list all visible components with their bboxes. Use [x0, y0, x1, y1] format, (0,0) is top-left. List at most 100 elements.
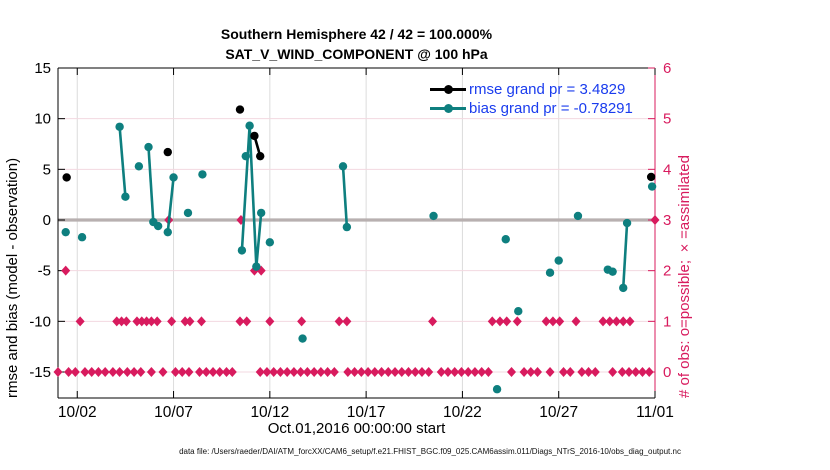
obs-count-diamond — [122, 367, 132, 377]
obs-count-diamond — [302, 367, 312, 377]
bias-series-point — [169, 173, 178, 182]
bias-series-point — [256, 208, 266, 218]
obs-count-diamond — [184, 367, 194, 377]
x-tick-label: 10/17 — [347, 404, 386, 421]
obs-count-diamond — [146, 367, 156, 377]
obs-count-diamond — [343, 367, 353, 377]
legend-row-bias: bias grand pr = -0.78291 — [430, 99, 633, 118]
obs-count-diamond — [363, 367, 373, 377]
obs-count-diamond — [565, 367, 575, 377]
obs-count-diamond — [115, 367, 125, 377]
obs-count-diamond — [289, 367, 299, 377]
obs-count-diamond — [93, 367, 103, 377]
bias-series-point — [134, 162, 144, 171]
y-left-tick-label: 10 — [34, 111, 51, 128]
bias-series-line — [240, 125, 263, 267]
obs-count-diamond — [450, 367, 460, 377]
obs-count-diamond — [265, 316, 275, 327]
obs-count-diamond — [262, 367, 272, 377]
obs-count-diamond — [559, 367, 569, 377]
obs-count-diamond — [487, 316, 497, 327]
obs-count-diamond — [519, 367, 529, 377]
obs-count-diamond — [309, 367, 319, 377]
y-left-tick-label: 0 — [43, 212, 51, 229]
obs-count-diamond — [533, 367, 543, 377]
obs-count-diamond — [136, 367, 146, 377]
bias-series-point — [514, 307, 523, 316]
bias-series-point — [554, 256, 563, 265]
bias-series-point — [252, 262, 261, 271]
obs-count-diamond — [323, 367, 333, 377]
obs-count-diamond — [87, 367, 97, 377]
bias-series-point — [608, 267, 617, 276]
data-file-path: data file: /Users/raeder/DAI/ATM_forcXX/… — [179, 447, 681, 456]
bias-series-point — [144, 142, 153, 152]
obs-count-diamond — [146, 316, 156, 327]
obs-count-diamond — [397, 367, 407, 377]
x-axis-label: Oct.01,2016 00:00:00 start — [267, 420, 446, 437]
bias-series-point — [241, 151, 250, 161]
x-tick-label: 10/12 — [250, 404, 289, 421]
obs-count-diamond — [121, 316, 131, 327]
obs-count-diamond — [356, 367, 366, 377]
y-right-tick-label: 3 — [663, 212, 671, 229]
y-left-tick-label: 15 — [34, 60, 51, 77]
obs-count-diamond — [463, 367, 473, 377]
bias-series-point — [265, 238, 275, 247]
obs-count-diamond — [185, 316, 195, 327]
bias-series-line — [118, 126, 127, 197]
obs-count-diamond — [208, 367, 218, 377]
x-tick-label: 11/01 — [636, 404, 674, 421]
bias-series-point — [77, 233, 87, 242]
obs-count-diamond — [403, 367, 413, 377]
bias-series-point — [121, 192, 130, 201]
obs-count-diamond — [637, 367, 647, 377]
chart-title: Southern Hemisphere 42 / 42 = 100.000% — [220, 26, 493, 42]
obs-count-diamond — [108, 367, 118, 377]
obs-count-diamond — [624, 367, 634, 377]
obs-count-diamond — [502, 316, 512, 327]
obs-count-diamond — [227, 367, 237, 377]
x-tick-label: 10/02 — [58, 404, 97, 421]
x-tick-label: 10/27 — [539, 404, 578, 421]
obs-count-diamond — [428, 316, 438, 327]
obs-count-diamond — [275, 367, 285, 377]
obs-count-diamond — [571, 316, 581, 327]
obs-count-diamond — [650, 215, 660, 225]
obs-count-diamond — [477, 367, 487, 377]
obs-count-diamond — [631, 367, 641, 377]
bias-series-point — [115, 122, 124, 131]
obs-count-diamond — [545, 367, 555, 377]
obs-count-diamond — [137, 316, 147, 327]
obs-count-diamond — [201, 367, 211, 377]
y-right-tick-label: 1 — [663, 313, 671, 330]
obs-count-diamond — [342, 316, 352, 327]
obs-count-diamond — [132, 316, 142, 327]
bias-series-point — [429, 211, 438, 221]
obs-count-diamond — [170, 367, 180, 377]
obs-count-diamond — [64, 367, 74, 377]
obs-count-diamond — [617, 367, 627, 377]
obs-count-diamond — [512, 316, 522, 327]
bias-series-point — [245, 121, 254, 130]
y-left-tick-labels: 15 10 5 0 -5 -10 -15 — [29, 60, 51, 381]
obs-count-diamond — [53, 367, 63, 377]
legend: rmse grand pr = 3.4829 bias grand pr = -… — [430, 80, 633, 118]
obs-count-diamond — [255, 367, 265, 377]
obs-count-diamond — [495, 316, 505, 327]
obs-count-diamond — [167, 316, 177, 327]
legend-row-rmse: rmse grand pr = 3.4829 — [430, 80, 633, 99]
obs-count-diamond — [112, 316, 122, 327]
bias-series-point — [573, 211, 583, 221]
obs-count-diamond — [117, 316, 127, 327]
obs-count-diamond — [608, 367, 618, 377]
obs-count-diamond — [129, 367, 139, 377]
rmse-series-point — [163, 147, 172, 157]
obs-count-diamond — [61, 265, 71, 276]
obs-count-diamond — [316, 367, 326, 377]
obs-count-diamond — [377, 367, 387, 377]
obs-count-diamond — [329, 367, 339, 377]
obs-count-diamond — [242, 316, 252, 327]
obs-count-diamond — [507, 367, 517, 377]
